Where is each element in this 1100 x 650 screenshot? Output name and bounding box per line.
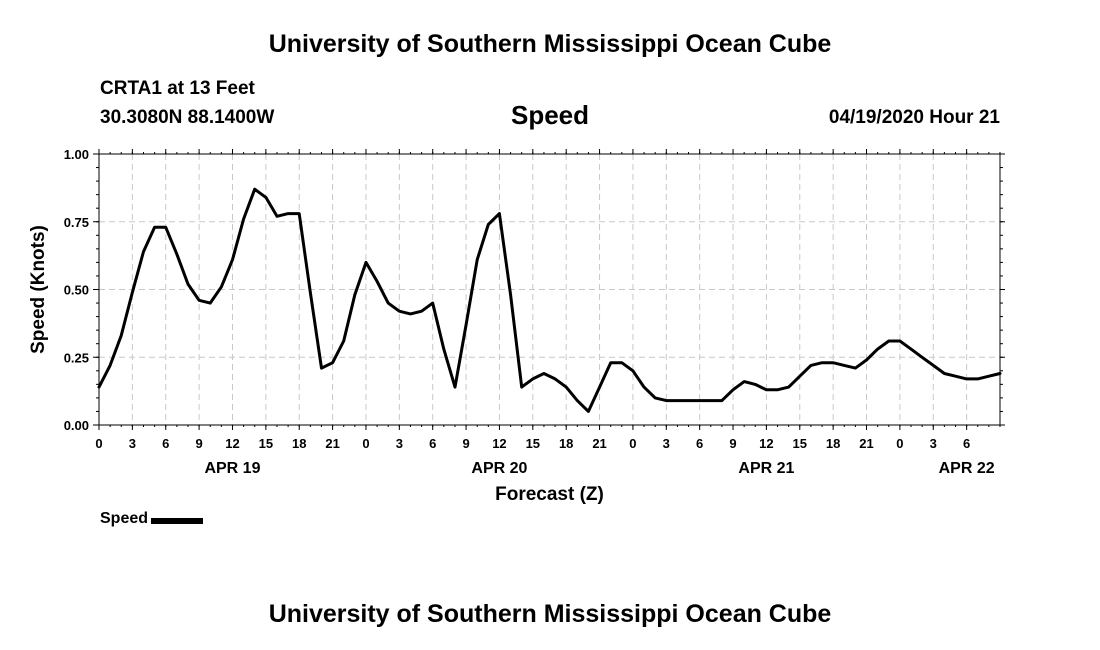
- x-tick-label: 12: [759, 436, 773, 451]
- variable-title: Speed: [510, 100, 590, 130]
- y-tick-label: 0.50: [64, 283, 89, 298]
- x-tick-label: 6: [162, 436, 169, 451]
- station-label: CRTA1 at 13 Feet: [100, 78, 255, 99]
- date-label: APR 19: [204, 460, 260, 477]
- x-tick-label: 6: [429, 436, 436, 451]
- x-tick-label: 12: [492, 436, 506, 451]
- x-tick-label: 18: [559, 436, 573, 451]
- x-tick-label: 3: [129, 436, 136, 451]
- date-label: APR 22: [939, 460, 995, 477]
- x-tick-label: 3: [930, 436, 937, 451]
- y-tick-label: 0.75: [64, 215, 89, 230]
- station-coordinates: 30.3080N 88.1400W: [100, 107, 275, 128]
- x-tick-label: 6: [963, 436, 970, 451]
- x-tick-label: 0: [362, 436, 369, 451]
- x-tick-label: 12: [225, 436, 239, 451]
- x-tick-label: 21: [592, 436, 606, 451]
- chart-bottom-title: University of Southern Mississippi Ocean…: [268, 600, 832, 628]
- x-tick-label: 0: [95, 436, 102, 451]
- y-tick-label: 0.25: [64, 350, 89, 365]
- legend-line-swatch: [151, 518, 204, 524]
- x-tick-label: 0: [896, 436, 903, 451]
- x-tick-label: 18: [826, 436, 840, 451]
- speed-series-line: [97, 187, 1002, 413]
- legend-label: Speed: [100, 510, 149, 527]
- y-tick-label: 1.00: [64, 147, 89, 162]
- x-tick-label: 21: [325, 436, 339, 451]
- date-label: APR 21: [738, 460, 794, 477]
- x-tick-label: 3: [663, 436, 670, 451]
- y-axis-title: Speed (Knots): [28, 225, 49, 354]
- x-tick-label: 6: [696, 436, 703, 451]
- x-axis-title: Forecast (Z): [495, 484, 604, 505]
- x-tick-label: 15: [526, 436, 540, 451]
- x-tick-label: 9: [729, 436, 736, 451]
- chart-top-title: University of Southern Mississippi Ocean…: [268, 30, 832, 58]
- date-label: APR 20: [471, 460, 527, 477]
- forecast-datetime: 04/19/2020 Hour 21: [828, 107, 1000, 128]
- x-tick-label: 9: [462, 436, 469, 451]
- x-tick-label: 18: [292, 436, 306, 451]
- x-tick-label: 0: [629, 436, 636, 451]
- x-tick-label: 15: [793, 436, 807, 451]
- y-tick-label: 0.00: [64, 418, 89, 433]
- x-tick-label: 9: [195, 436, 202, 451]
- x-tick-label: 21: [859, 436, 873, 451]
- x-tick-label: 3: [396, 436, 403, 451]
- legend: Speed: [100, 510, 204, 528]
- x-tick-label: 15: [259, 436, 273, 451]
